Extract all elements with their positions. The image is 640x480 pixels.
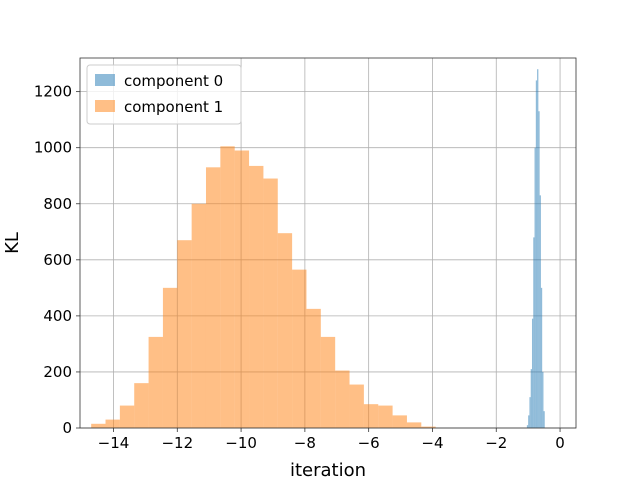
histogram-bar — [537, 69, 539, 428]
histogram-bar — [263, 178, 278, 428]
y-tick-label: 1000 — [34, 139, 72, 157]
y-tick-label: 1200 — [34, 83, 72, 101]
legend-frame — [86, 64, 242, 125]
histogram-bar — [530, 369, 532, 428]
legend-label-component-0: component 0 — [124, 72, 223, 90]
y-axis-label: KL — [2, 232, 23, 254]
histogram-bar — [535, 80, 538, 428]
series-component-0 — [526, 69, 545, 429]
histogram-bar — [277, 233, 293, 428]
x-tick-label: −4 — [421, 434, 443, 452]
y-tick-label: 400 — [43, 307, 72, 325]
histogram-bar — [105, 419, 120, 428]
histogram-bar — [335, 370, 350, 428]
histogram-bar — [528, 415, 530, 428]
series-component-1 — [91, 146, 436, 428]
histogram-bar — [526, 425, 529, 428]
histogram-bar — [363, 404, 379, 428]
histogram-bar — [392, 415, 407, 428]
x-tick-label: −8 — [294, 434, 316, 452]
histogram-bar — [533, 237, 535, 428]
histogram-bar — [134, 383, 149, 428]
histogram-bar — [148, 336, 163, 428]
histogram-bar — [320, 336, 336, 428]
y-tick-label: 800 — [43, 195, 72, 213]
histogram-bar — [421, 426, 436, 428]
x-tick-label: 0 — [555, 434, 565, 452]
y-tick-label: 0 — [62, 419, 72, 437]
histogram-bar — [378, 405, 393, 428]
histogram-bar — [249, 165, 264, 428]
y-axis-ticks: 0 200 400 600 800 1000 1200 — [34, 83, 80, 437]
plot-frame — [79, 57, 577, 429]
histogram-bar — [531, 318, 534, 428]
histogram-bar — [539, 195, 541, 428]
legend-label-component-1: component 1 — [124, 98, 223, 116]
x-tick-label: −2 — [485, 434, 507, 452]
histogram-bar — [306, 308, 321, 428]
histogram-bars — [91, 69, 545, 429]
y-tick-label: 600 — [43, 251, 72, 269]
histogram-bar — [191, 203, 206, 428]
histogram-bar — [234, 150, 250, 428]
legend: component 0 component 1 — [86, 64, 242, 125]
histogram-bar — [292, 269, 307, 428]
histogram-bar — [406, 422, 422, 428]
histogram-bar — [529, 397, 531, 428]
histogram-bar — [119, 405, 135, 428]
y-tick-label: 200 — [43, 363, 72, 381]
x-tick-label: −10 — [225, 434, 257, 452]
histogram-bar — [540, 287, 543, 428]
x-tick-label: −14 — [98, 434, 130, 452]
x-axis-label: iteration — [290, 460, 366, 480]
x-tick-label: −12 — [161, 434, 193, 452]
histogram-bar — [349, 384, 364, 428]
histogram-bar — [177, 240, 192, 428]
histogram-bar — [91, 423, 106, 428]
grid-lines — [80, 58, 576, 429]
histogram-bar — [162, 287, 178, 428]
histogram-bar — [534, 147, 536, 429]
histogram-bar — [205, 167, 221, 428]
histogram-bar — [538, 111, 540, 429]
x-tick-label: −6 — [358, 434, 380, 452]
histogram-bar — [543, 411, 545, 428]
histogram-bar — [542, 371, 544, 428]
histogram-bar — [220, 146, 235, 428]
x-axis-ticks: −14 −12 −10 −8 −6 −4 −2 0 — [98, 428, 565, 452]
legend-swatch-component-1 — [95, 100, 115, 112]
legend-swatch-component-0 — [95, 74, 115, 86]
